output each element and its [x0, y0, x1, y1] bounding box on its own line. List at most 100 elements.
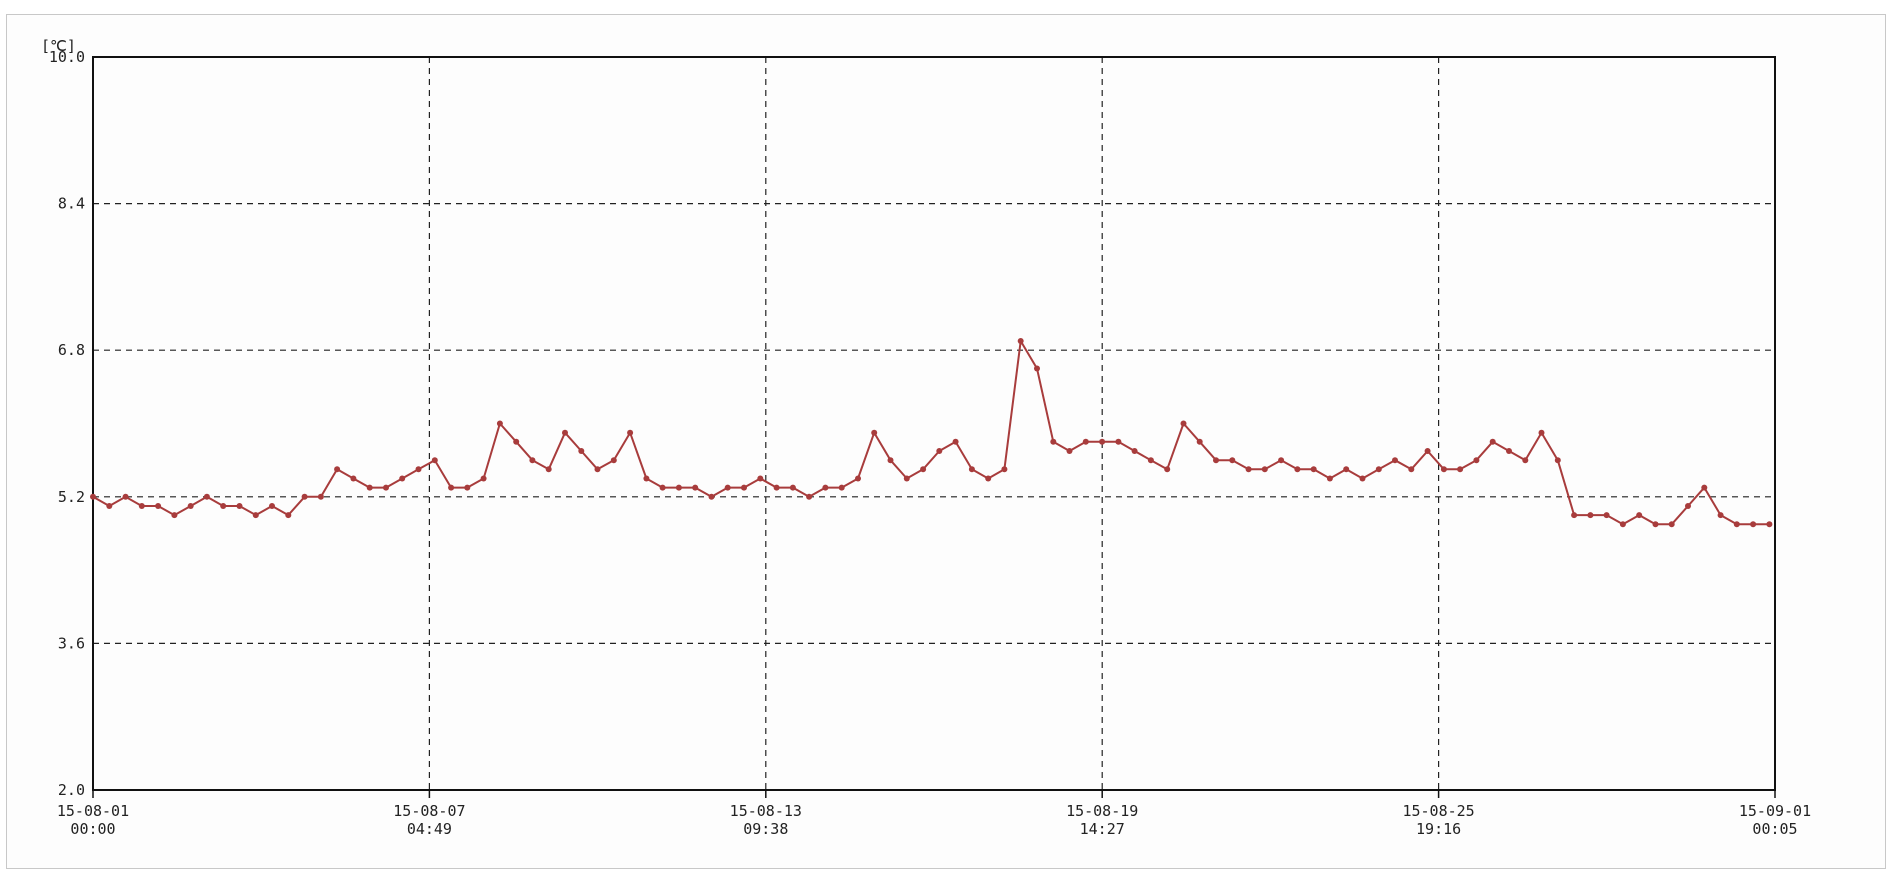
- plot-area: [92, 56, 1776, 791]
- data-point: [887, 457, 894, 464]
- data-point: [806, 493, 813, 500]
- data-point: [1717, 512, 1724, 519]
- data-point: [1164, 466, 1171, 473]
- data-point: [1343, 466, 1350, 473]
- data-point: [578, 448, 585, 454]
- data-point: [675, 484, 682, 491]
- data-point: [871, 429, 878, 436]
- x-tick-time: 09:38: [743, 820, 788, 838]
- x-tick-date: 15-08-25: [1402, 802, 1474, 820]
- data-point: [448, 484, 455, 491]
- data-point: [838, 484, 845, 491]
- y-tick-label: 8.4: [58, 195, 85, 213]
- data-point: [1099, 438, 1106, 445]
- data-point: [985, 475, 992, 482]
- data-point: [1326, 475, 1333, 482]
- data-point: [822, 484, 829, 491]
- data-point: [1050, 438, 1057, 445]
- data-point: [855, 475, 861, 482]
- data-point: [903, 475, 910, 482]
- data-point: [317, 493, 324, 500]
- data-point: [968, 466, 975, 473]
- data-point: [1408, 466, 1415, 473]
- y-tick-label: 5.2: [58, 488, 85, 506]
- y-axis-ticks: 10.0 8.4 6.8 5.2 3.6 2.0: [49, 48, 85, 799]
- data-point: [1571, 512, 1578, 519]
- x-tick-time: 19:16: [1416, 820, 1461, 838]
- data-point: [1506, 448, 1512, 454]
- data-point: [1245, 466, 1252, 473]
- x-tick-date: 15-08-07: [393, 802, 465, 820]
- x-tick-date: 15-09-01: [1739, 802, 1811, 820]
- data-point: [383, 484, 389, 491]
- data-point: [1034, 365, 1040, 372]
- data-point: [252, 512, 259, 519]
- data-point: [724, 484, 731, 491]
- data-point: [415, 466, 422, 473]
- data-point: [529, 457, 536, 464]
- grid-lines: [93, 57, 1775, 790]
- data-point: [708, 493, 715, 500]
- data-point: [236, 503, 243, 509]
- data-point: [1440, 466, 1447, 473]
- data-point: [610, 457, 617, 464]
- data-point: [1636, 512, 1643, 519]
- x-tick-time: 00:05: [1752, 820, 1797, 838]
- data-point: [936, 448, 943, 454]
- data-point: [1261, 466, 1268, 473]
- data-point: [1310, 466, 1317, 473]
- data-point: [1619, 521, 1626, 528]
- data-point: [513, 438, 520, 445]
- data-point: [1147, 457, 1154, 464]
- data-point: [1213, 457, 1219, 464]
- data-point: [399, 475, 406, 482]
- x-tick-date: 15-08-01: [57, 802, 129, 820]
- data-point: [1229, 457, 1236, 464]
- x-tick-time: 14:27: [1080, 820, 1125, 838]
- data-point: [1001, 466, 1008, 473]
- data-point: [1668, 521, 1675, 528]
- data-point: [1603, 512, 1610, 519]
- temperature-chart: [℃] 10.08.46.85.23.62.0 15-08-0100:0015-…: [41, 37, 1811, 838]
- x-tick-time: 00:00: [70, 820, 115, 838]
- y-axis-unit: [℃]: [41, 37, 76, 55]
- data-point: [789, 484, 796, 491]
- data-point: [952, 438, 959, 445]
- data-point: [106, 503, 113, 509]
- series-temperature: [90, 338, 1773, 528]
- data-point: [1375, 466, 1382, 473]
- data-point: [1424, 448, 1431, 454]
- data-point: [1652, 521, 1659, 528]
- data-point: [1587, 512, 1594, 519]
- data-point: [1131, 448, 1138, 454]
- data-point: [366, 484, 373, 491]
- data-point: [1701, 484, 1708, 491]
- data-point: [1522, 457, 1529, 464]
- data-point: [659, 484, 666, 491]
- data-point: [187, 503, 194, 509]
- data-point: [1554, 457, 1561, 464]
- data-point: [464, 484, 471, 491]
- data-point: [1115, 438, 1122, 445]
- y-tick-label: 3.6: [58, 634, 85, 652]
- data-point: [1017, 338, 1024, 344]
- data-point: [1066, 448, 1073, 454]
- data-point: [545, 466, 552, 473]
- data-point: [1473, 457, 1480, 464]
- x-tick-date: 15-08-19: [1066, 802, 1138, 820]
- data-point: [562, 429, 568, 436]
- data-point: [1082, 438, 1089, 445]
- data-point: [1278, 457, 1285, 464]
- y-tick-label: 10.0: [49, 48, 85, 66]
- data-point: [1457, 466, 1464, 473]
- data-point: [1392, 457, 1398, 464]
- data-point: [627, 429, 634, 436]
- data-point: [594, 466, 601, 473]
- y-tick-label: 6.8: [58, 341, 85, 359]
- data-point: [285, 512, 292, 519]
- data-point: [350, 475, 357, 482]
- data-point: [1489, 438, 1496, 445]
- data-point: [496, 420, 503, 427]
- data-point: [1294, 466, 1301, 473]
